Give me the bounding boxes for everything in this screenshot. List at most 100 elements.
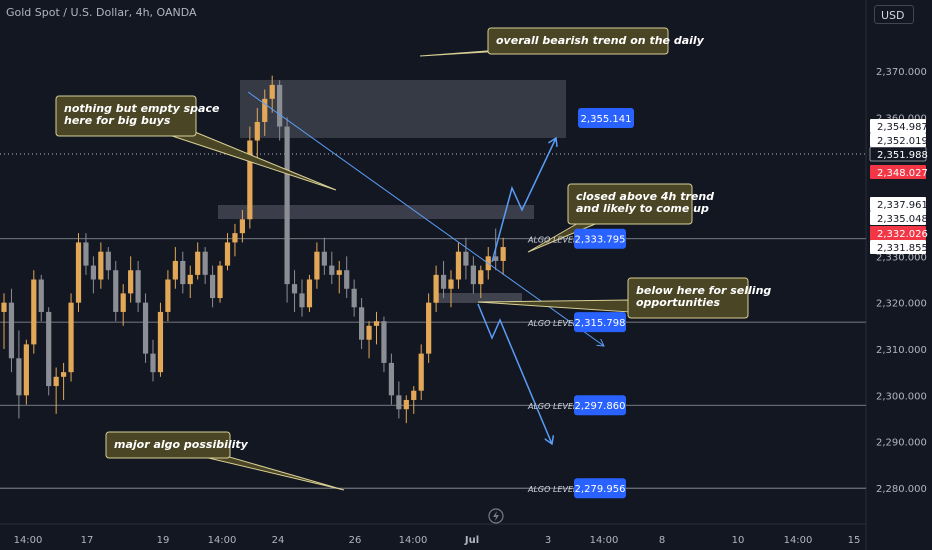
candle [373,311,380,345]
candle [470,256,476,294]
candle [16,330,22,419]
time-tick-label: 15 [848,535,861,546]
time-tick-label: 14:00 [784,535,813,546]
candle-body [314,251,320,280]
price-axis-pane[interactable] [866,0,932,550]
candle [440,260,447,299]
lightning-icon[interactable] [488,508,504,524]
candle [75,233,82,312]
callout-major[interactable]: major algo possibility [105,431,345,491]
resistance-zone[interactable] [218,205,534,219]
candle-body [187,274,193,285]
candle-body [247,140,253,220]
candle [187,265,193,299]
candle-body [1,302,7,312]
algo-price-box[interactable]: 2,333.795 [574,228,626,249]
callout-box [105,431,231,459]
candle-body [232,233,238,243]
candle [224,233,231,271]
price-label-text: 2,332.026 [877,229,928,240]
candle [277,80,283,141]
callout-box [567,183,693,225]
algo-level-label: ALGO LEVEL [527,402,577,411]
price-axis-label: 2,332.026 [870,226,928,240]
price-box-text: 2,315.798 [575,318,626,329]
candle [90,256,96,294]
candle-body [433,274,439,303]
price-axis-label: 2,337.961 [870,197,928,211]
time-tick-label: Jul [464,535,479,546]
candle [239,210,245,243]
candle-body [224,242,231,266]
candle-body [61,372,67,377]
algo-level-label: ALGO LEVEL [527,236,577,245]
candle [38,274,44,322]
candle [433,265,439,312]
candle-body [448,279,454,289]
currency-button[interactable]: USD [874,5,914,24]
price-box-text: 2,355.141 [581,114,632,125]
price-label-text: 2,331.855 [877,243,928,254]
candle-body [157,311,164,373]
callout-text: overall bearish trend on the daily [496,34,705,47]
candle [269,75,275,113]
time-tick-label: 24 [272,535,285,546]
price-label-bg [870,133,926,147]
price-tick-label: 2,310.000 [876,345,927,356]
time-tick-label: 8 [659,535,665,546]
candle [202,247,208,285]
candle [284,117,290,303]
candle [351,279,357,317]
price-axis-label: 2,352.019 [870,133,928,147]
candle-body [329,265,335,275]
algo-price-box[interactable]: 2,315.798 [574,312,626,333]
bearish-path-arrow[interactable] [477,303,552,444]
candle [336,260,342,294]
algo-price-box[interactable]: 2,297.860 [574,395,626,416]
price-label-text: 2,352.019 [877,136,928,147]
price-tick-label: 2,280.000 [876,484,927,495]
bullish-path-arrow[interactable] [491,138,556,263]
candle-body [396,395,402,410]
algo-price-box[interactable]: 2,279.956 [574,478,626,499]
candle-body [46,311,52,387]
candle-body [455,251,462,280]
candle-body [105,251,111,271]
candle [418,344,424,400]
time-tick-label: 14:00 [590,535,619,546]
candle [254,108,260,164]
candle-body [113,270,119,312]
candle [157,302,164,377]
callout-text: closed above 4h trend [576,190,714,203]
callout-box [487,27,669,55]
price-label-bg [870,226,926,240]
symbol-title[interactable]: Gold Spot / U.S. Dollar, 4h, OANDA [6,6,197,19]
candle [299,279,305,317]
candle [344,256,350,299]
candle-body [493,256,499,261]
candle [396,381,402,419]
candle-body [344,270,350,289]
price-tick-label: 2,330.000 [876,252,927,263]
price-axis-label: 2,335.048 [870,211,928,225]
candle [53,367,59,414]
candle [217,260,223,303]
target-price-box[interactable]: 2,355.141 [578,108,634,128]
time-axis: 14:00 17 19 14:00 24 26 14:00 Jul 3 14:00 8 10 14:00… [14,535,861,546]
candle [172,247,178,289]
candle-body [202,251,208,275]
price-label-text: 2,335.048 [877,214,928,225]
candle [23,339,29,405]
support-zone[interactable] [434,293,522,303]
supply-zone-top[interactable] [240,80,566,138]
price-box-bg [574,312,626,333]
price-box-bg [574,478,626,499]
callout-bearish[interactable]: overall bearish trend on the daily [419,27,705,57]
candle-body [463,251,469,266]
callout-text: and likely to come up [576,202,709,215]
